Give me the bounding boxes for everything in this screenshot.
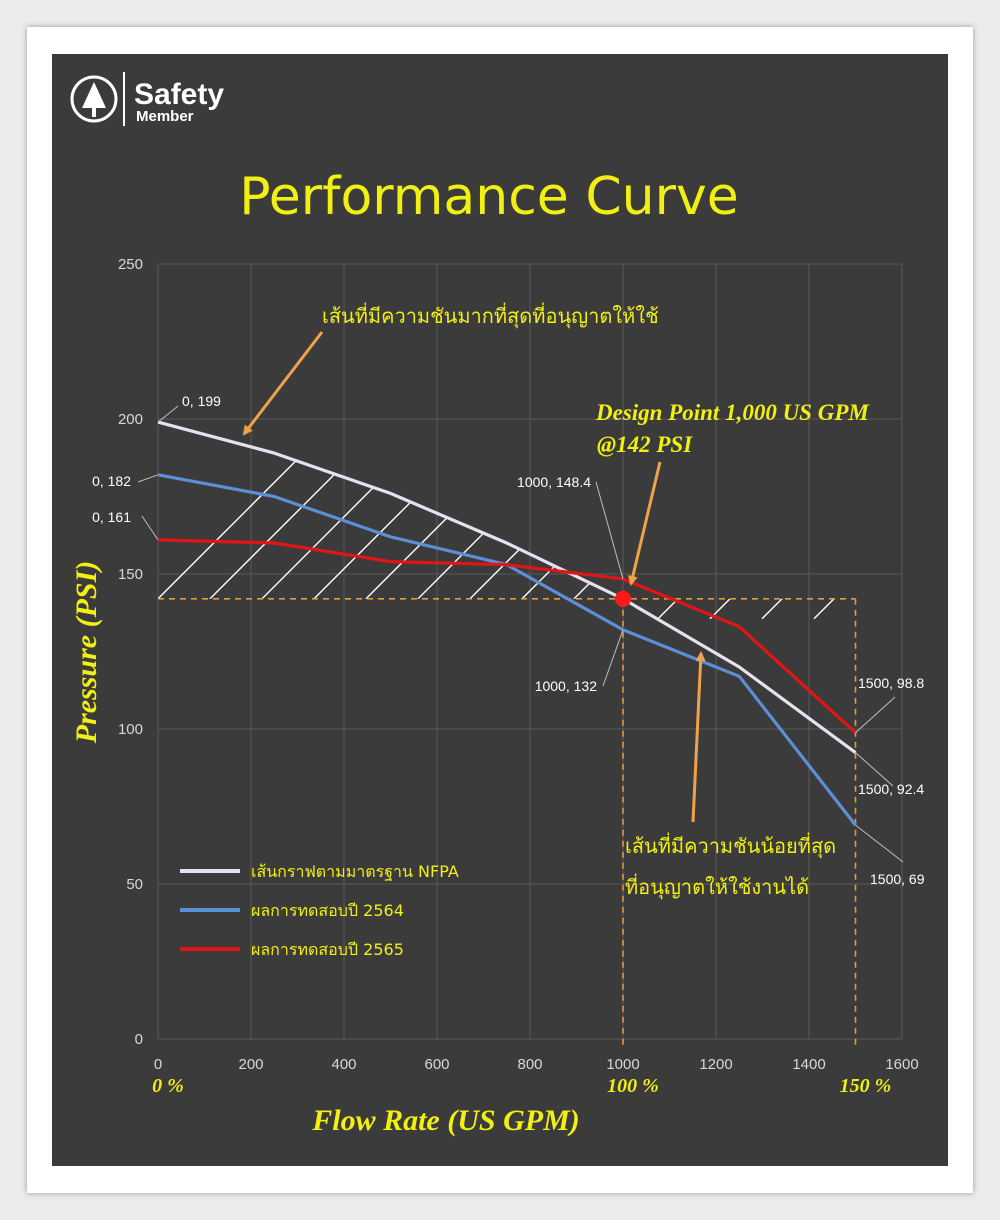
annotations: เส้นที่มีความชันมากที่สุดที่อนุญาตให้ใช้… bbox=[242, 302, 870, 900]
series-line-t2565 bbox=[157, 538, 857, 734]
legend-label-nfpa: เส้นกราฟตามมาตรฐาน NFPA bbox=[251, 862, 459, 881]
chart-title: Performance Curve bbox=[239, 167, 738, 227]
brand-name: Safety bbox=[134, 78, 224, 111]
data-label-leader bbox=[855, 824, 904, 863]
data-label-leader bbox=[141, 515, 159, 541]
chart-panel bbox=[52, 54, 948, 1166]
data-label-leader bbox=[137, 474, 159, 483]
hatch-line bbox=[762, 359, 1000, 619]
y-tick-label: 0 bbox=[135, 1031, 143, 1048]
data-label: 0, 161 bbox=[92, 509, 131, 525]
hatch-line bbox=[761, 598, 856, 620]
brand-subtitle: Member bbox=[136, 108, 194, 125]
hatch-line bbox=[970, 359, 1000, 619]
series-lines bbox=[157, 420, 857, 827]
data-label-leader bbox=[595, 481, 624, 580]
hatch-line bbox=[866, 359, 1000, 619]
hatch-line bbox=[501, 422, 623, 599]
hatch-line bbox=[605, 422, 623, 599]
data-label-leader bbox=[855, 696, 896, 734]
y-tick-label: 150 bbox=[118, 566, 143, 583]
percent-label: 100 % bbox=[607, 1075, 659, 1097]
hatch-line bbox=[710, 359, 970, 619]
hatch-line bbox=[623, 598, 815, 620]
hatch-line bbox=[658, 359, 918, 619]
annotation-least-2: ที่อนุญาตให้ใช้งานได้ bbox=[625, 873, 809, 900]
percent-label: 150 % bbox=[840, 1075, 892, 1097]
data-label: 1500, 92.4 bbox=[858, 781, 924, 797]
x-tick-label: 200 bbox=[238, 1056, 263, 1073]
hatch-line bbox=[918, 359, 1000, 619]
data-label: 1000, 132 bbox=[535, 678, 597, 694]
hatch-line bbox=[918, 359, 1000, 619]
hatch-line bbox=[623, 598, 856, 620]
arrow-design-point bbox=[627, 461, 662, 586]
data-label-leader bbox=[855, 752, 894, 787]
x-tick-label: 800 bbox=[517, 1056, 542, 1073]
y-axis-title: Pressure (PSI) bbox=[70, 561, 103, 745]
y-tick-label: 100 bbox=[118, 721, 143, 738]
tree-circle-icon bbox=[70, 75, 118, 123]
y-tick-label: 50 bbox=[126, 876, 143, 893]
y-tick-label: 200 bbox=[118, 411, 143, 428]
y-tick-label: 250 bbox=[118, 256, 143, 273]
hatch-line bbox=[293, 422, 555, 599]
arrow-steepest bbox=[242, 331, 324, 436]
arrow-least-steep bbox=[691, 651, 706, 823]
data-labels: 0, 199 0, 182 0, 161 1000, 148.4 1000, 132 15… bbox=[92, 393, 925, 887]
percent-label: 0 % bbox=[152, 1075, 184, 1097]
data-label-leader bbox=[157, 405, 179, 423]
hatch-line bbox=[189, 422, 451, 599]
design-point-marker bbox=[615, 590, 631, 607]
annotation-steepest: เส้นที่มีความชันมากที่สุดที่อนุญาตให้ใช้ bbox=[322, 302, 659, 329]
data-label: 0, 199 bbox=[182, 393, 221, 409]
x-tick-label: 1400 bbox=[792, 1056, 825, 1073]
legend: เส้นกราฟตามมาตรฐาน NFPA ผลการทดสอบปี 2564… bbox=[180, 862, 459, 959]
hatch-line bbox=[866, 359, 1000, 619]
hatch-line bbox=[970, 359, 1000, 619]
x-tick-label: 0 bbox=[154, 1056, 162, 1073]
design-guides bbox=[158, 597, 857, 1049]
hatch-line bbox=[553, 422, 623, 599]
x-tick-label: 1200 bbox=[699, 1056, 732, 1073]
x-tick-label: 400 bbox=[331, 1056, 356, 1073]
data-label: 0, 182 bbox=[92, 473, 131, 489]
x-tick-label: 600 bbox=[424, 1056, 449, 1073]
legend-label-t2564: ผลการทดสอบปี 2564 bbox=[251, 901, 404, 920]
design-point-label-2: @142 PSI bbox=[597, 432, 693, 457]
series-line-nfpa bbox=[157, 420, 857, 754]
hatch-line bbox=[709, 598, 856, 620]
x-tick-label: 1600 bbox=[885, 1056, 918, 1073]
grid bbox=[157, 263, 903, 1040]
hatch-line bbox=[814, 359, 1000, 619]
data-label-leader bbox=[602, 629, 624, 687]
data-label: 1000, 148.4 bbox=[517, 474, 591, 490]
axes: 0 200 400 600 800 1000 1200 1400 1600 0 50 100 150 20… bbox=[70, 256, 919, 1137]
hatch-line bbox=[158, 422, 399, 599]
legend-label-t2565: ผลการทดสอบปี 2565 bbox=[251, 940, 404, 959]
x-axis-title: Flow Rate (US GPM) bbox=[311, 1104, 580, 1137]
brand-logo: Safety Member bbox=[70, 72, 224, 126]
annotation-least-1: เส้นที่มีความชันน้อยที่สุด bbox=[625, 832, 836, 859]
data-label: 1500, 98.8 bbox=[858, 675, 924, 691]
series-line-t2564 bbox=[157, 473, 857, 827]
x-tick-label: 1000 bbox=[606, 1056, 639, 1073]
hatch-line bbox=[657, 598, 856, 620]
hatch-line bbox=[813, 598, 856, 620]
data-label: 1500, 69 bbox=[870, 871, 925, 887]
hatch-line bbox=[241, 422, 503, 599]
design-point-label-1: Design Point 1,000 US GPM bbox=[595, 400, 870, 425]
